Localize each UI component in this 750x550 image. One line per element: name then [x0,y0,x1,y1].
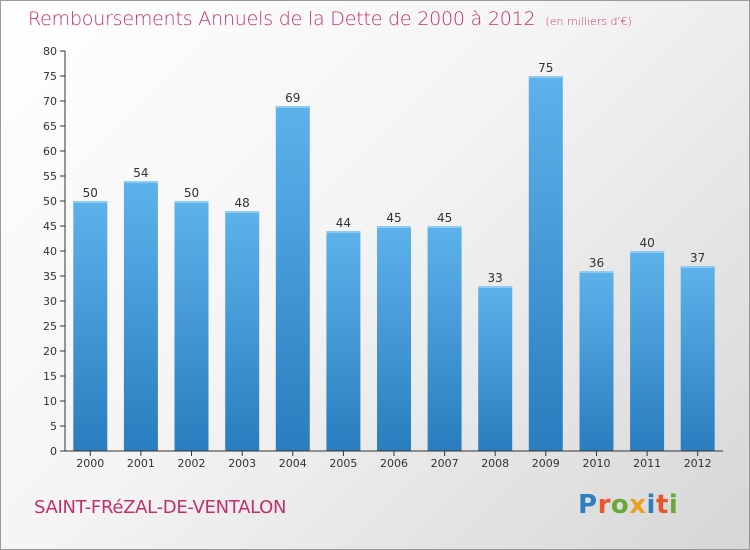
y-tick-label: 35 [43,270,57,283]
bar-top-highlight [123,181,158,183]
y-tick-label: 40 [43,245,57,258]
bar [478,286,513,451]
bar-top-highlight [377,226,411,228]
data-label: 50 [83,186,98,200]
axis-layer: 2000 2001 2002 2003 2004 2005 2006 2007 2008 2009… [43,45,723,470]
y-tick-label: 45 [43,220,57,233]
bar [579,271,614,451]
x-tick-label: 2001 [127,457,155,470]
bar-top-highlight [326,231,361,233]
x-tick-label: 2003 [228,457,256,470]
y-tick-label: 10 [43,395,57,408]
x-tick-label: 2005 [329,457,357,470]
logo-letter: t [655,490,669,520]
bar [275,106,310,451]
bar [123,181,158,451]
x-tick-label: 2012 [684,457,712,470]
bar-top-highlight [275,106,310,108]
x-tick-label: 2000 [76,457,104,470]
data-label: 36 [589,256,604,270]
y-tick-label: 70 [43,95,57,108]
data-label: 69 [285,91,300,105]
data-label: 40 [639,236,654,250]
bar [73,201,108,451]
bar-top-highlight [680,266,715,268]
bar-top-highlight [174,201,209,203]
chart-title-row: Remboursements Annuels de la Dette de 20… [28,8,632,30]
logo-letter: i [668,490,679,520]
bar [377,226,411,451]
x-tick-label: 2011 [633,457,661,470]
bar [528,76,563,451]
data-label: 37 [690,251,705,265]
data-label: 50 [184,186,199,200]
data-label: 48 [235,196,250,210]
x-tick-label: 2008 [481,457,509,470]
data-label: 45 [437,211,452,225]
x-tick-label: 2002 [178,457,206,470]
chart-subtitle: (en milliers d'€) [545,15,632,28]
data-label: 54 [133,166,148,180]
bar [326,231,361,451]
y-tick-label: 50 [43,195,57,208]
bar-top-highlight [427,226,462,228]
town-name: SAINT-FRéZAL-DE-VENTALON [34,497,287,518]
bar-top-highlight [73,201,108,203]
logo-letter: x [629,490,647,520]
x-tick-label: 2006 [380,457,408,470]
proxiti-logo: Proxiti [578,490,678,520]
data-label: 33 [488,271,503,285]
bar-top-highlight [528,76,563,78]
bar-top-highlight [630,251,665,253]
y-tick-label: 20 [43,345,57,358]
bar [630,251,665,451]
x-tick-label: 2004 [279,457,307,470]
logo-letter: r [597,490,611,520]
bar-top-highlight [478,286,513,288]
y-tick-label: 80 [43,45,57,58]
y-tick-label: 60 [43,145,57,158]
y-tick-label: 0 [50,445,57,458]
bars-layer: 50 54 50 48 69 44 45 45 33 75 36 40 37 [73,61,715,451]
chart-title: Remboursements Annuels de la Dette de 20… [28,8,536,30]
y-tick-label: 5 [50,420,57,433]
logo-letter: i [646,490,656,520]
bar [225,211,260,451]
logo-letter: o [610,490,630,520]
x-tick-label: 2007 [431,457,459,470]
y-tick-label: 30 [43,295,57,308]
bar [680,266,715,451]
bar [174,201,209,451]
x-tick-label: 2009 [532,457,560,470]
bar-top-highlight [579,271,614,273]
y-tick-label: 65 [43,120,57,133]
bar [427,226,462,451]
x-tick-label: 2010 [583,457,611,470]
data-label: 45 [386,211,401,225]
y-tick-label: 75 [43,70,57,83]
y-tick-label: 55 [43,170,57,183]
y-tick-label: 15 [43,370,57,383]
bar-top-highlight [225,211,260,213]
y-tick-label: 25 [43,320,57,333]
logo-letter: P [578,490,598,520]
data-label: 75 [538,61,553,75]
data-label: 44 [336,216,351,230]
